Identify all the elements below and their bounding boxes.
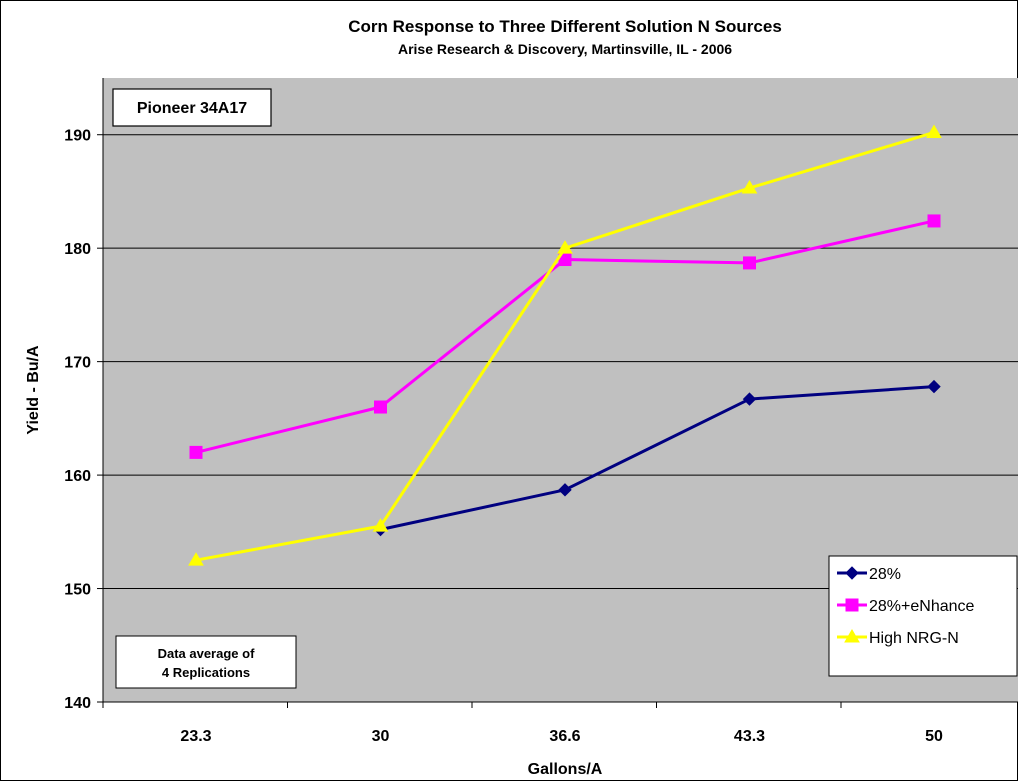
y-tick-label: 160 [64, 468, 91, 485]
note-box [115, 635, 297, 689]
hybrid-label: Pioneer 34A17 [137, 100, 247, 117]
data-point [374, 400, 387, 414]
series-high-nrg-n [188, 124, 942, 566]
data-point [927, 379, 941, 394]
y-tick-label: 190 [64, 128, 91, 145]
chart-title: Corn Response to Three Different Solutio… [348, 17, 782, 36]
legend-label: 28%+eNhance [869, 598, 975, 615]
data-point [927, 214, 941, 228]
data-point [557, 240, 573, 254]
data-point [558, 483, 572, 497]
data-point [188, 552, 204, 566]
series-layer [188, 124, 942, 566]
data-point [742, 392, 757, 406]
data-point [372, 518, 389, 532]
legend-label: High NRG-N [869, 630, 959, 647]
legend-items: 28% 28%+eNhance High NRG-N [837, 566, 975, 647]
series-line [380, 385, 935, 532]
y-axis-ticks: 140 150 160 170 180 190 [64, 128, 103, 712]
note-line-2: 4 Replications [162, 665, 250, 680]
y-axis-label: Yield - Bu/A [25, 345, 42, 435]
x-axis-ticks: 23.3 30 36.6 43.3 50 [102, 702, 943, 745]
x-axis-label: Gallons/A [528, 761, 603, 778]
data-point [743, 256, 756, 270]
x-tick-label: 43.3 [734, 728, 765, 745]
y-tick-label: 170 [64, 355, 91, 372]
legend-marker [845, 566, 859, 580]
x-tick-label: 36.6 [549, 728, 580, 745]
note-line-1: Data average of [158, 646, 255, 661]
y-tick-label: 150 [64, 582, 91, 599]
legend-marker [845, 598, 859, 612]
series-28-enhance [189, 214, 941, 459]
data-point [189, 445, 203, 459]
x-tick-label: 23.3 [180, 728, 211, 745]
data-point [741, 180, 758, 194]
y-tick-label: 140 [64, 695, 91, 712]
legend-label: 28% [869, 566, 901, 583]
y-tick-label: 180 [64, 241, 91, 258]
legend [828, 555, 1018, 677]
chart-subtitle: Arise Research & Discovery, Martinsville… [398, 41, 732, 57]
legend-marker [844, 629, 860, 643]
x-tick-label: 30 [372, 728, 390, 745]
hybrid-label-box [112, 88, 272, 127]
gridlines [103, 134, 1018, 590]
data-point [926, 124, 942, 138]
x-tick-label: 50 [925, 728, 943, 745]
